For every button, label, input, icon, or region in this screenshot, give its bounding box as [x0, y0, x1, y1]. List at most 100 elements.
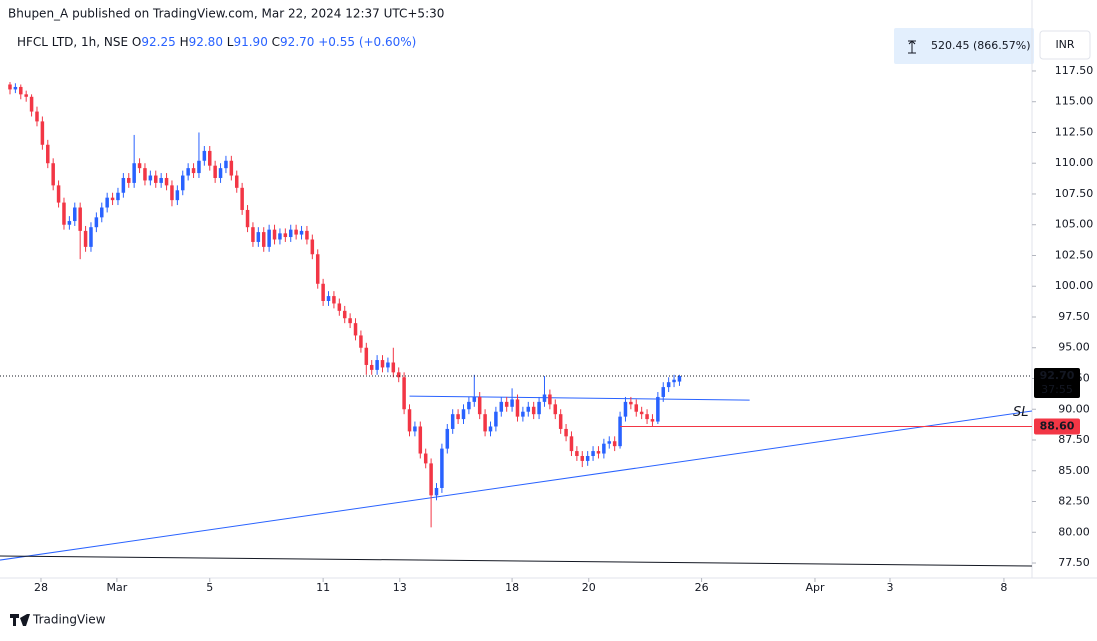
candle-body	[456, 414, 460, 420]
candle-body	[29, 96, 34, 112]
y-tick-label: 115.00	[1055, 95, 1094, 108]
candle-body	[272, 229, 277, 240]
candle-body	[639, 411, 644, 415]
currency-button[interactable]	[1039, 30, 1091, 60]
candle-body	[477, 396, 482, 415]
y-tick-label: 97.50	[1058, 310, 1090, 323]
candle-body	[499, 401, 504, 412]
candle-body	[612, 441, 617, 447]
candle-body	[94, 217, 99, 228]
candle-body	[164, 177, 169, 186]
trend-line	[409, 395, 750, 401]
candle-body	[666, 382, 671, 388]
x-tick-label: 28	[34, 581, 48, 594]
c-label: C	[272, 35, 280, 49]
candle-body	[240, 187, 244, 210]
candle-body	[386, 362, 390, 368]
published-by: Bhupen_A published on TradingView.com, M…	[8, 7, 444, 21]
candle-body	[359, 335, 363, 348]
candle-body	[364, 347, 369, 365]
candle-body	[159, 177, 163, 183]
x-tick-label: 26	[695, 581, 709, 594]
x-tick-label: 20	[582, 581, 596, 594]
y-tick-label: 95.00	[1058, 341, 1090, 354]
candle-body	[73, 207, 77, 222]
candle-body	[564, 428, 568, 437]
change: +0.55 (+0.60%)	[318, 35, 416, 49]
candle-body	[8, 84, 12, 90]
candle-body	[629, 401, 633, 405]
candle-body	[580, 455, 585, 461]
candle-body	[245, 209, 250, 228]
y-tick-label: 82.50	[1058, 495, 1090, 508]
candle-body	[121, 177, 126, 193]
candle-body	[450, 414, 455, 429]
y-tick-label: 105.00	[1055, 218, 1094, 231]
l-label: L	[227, 35, 234, 49]
y-tick-label: 117.50	[1055, 64, 1094, 77]
candle-body	[224, 160, 228, 169]
candle-body	[83, 230, 88, 247]
candle-body	[19, 86, 23, 95]
currency: INR	[1055, 38, 1074, 51]
y-tick-label: 107.50	[1055, 187, 1094, 200]
candle-body	[315, 254, 320, 284]
candle-body	[186, 168, 190, 176]
candle-body	[494, 411, 498, 427]
candle-body	[369, 364, 374, 370]
candle-body	[515, 399, 520, 417]
candle-body	[100, 207, 104, 218]
candle-body	[180, 175, 185, 191]
candle-body	[521, 411, 525, 417]
low: 91.90	[233, 35, 267, 49]
candle-body	[380, 360, 385, 368]
candle-body	[569, 436, 574, 452]
candle-body	[407, 409, 412, 432]
stop-loss-price: 88.60	[1040, 419, 1075, 432]
candle-body	[321, 283, 325, 301]
x-tick-label: 5	[206, 581, 213, 594]
candle-body	[251, 227, 255, 242]
x-tick-label: Apr	[805, 581, 825, 594]
candle-body	[483, 414, 487, 432]
y-tick-label: 110.00	[1055, 156, 1094, 169]
x-tick-label: 8	[1000, 581, 1007, 594]
candle-body	[299, 230, 304, 235]
candle-body	[51, 163, 55, 186]
candle-body	[56, 185, 61, 203]
candle-body	[618, 416, 622, 447]
candle-body	[35, 111, 39, 122]
y-tick-label: 100.00	[1055, 279, 1094, 292]
candle-body	[531, 406, 536, 415]
candle-body	[375, 360, 379, 370]
candle-body	[467, 401, 471, 410]
candle-body	[591, 451, 595, 456]
brand: TradingView	[32, 613, 106, 627]
candle-body	[78, 207, 82, 231]
y-tick-label: 112.50	[1055, 125, 1094, 138]
y-tick-label: 90.00	[1058, 402, 1090, 415]
candle-body	[305, 230, 309, 240]
candle-body	[132, 163, 136, 183]
last-price: 92.70	[1040, 369, 1075, 382]
candle-body	[650, 419, 655, 422]
candle-body	[342, 310, 347, 319]
candle-body	[127, 177, 131, 183]
candle-body	[337, 303, 342, 311]
candle-body	[526, 406, 531, 412]
y-tick-label: 80.00	[1058, 525, 1090, 538]
open: 92.25	[141, 35, 175, 49]
x-tick-label: 18	[505, 581, 519, 594]
candle-body	[645, 414, 649, 420]
candle-body	[504, 401, 509, 407]
candle-body	[656, 396, 660, 422]
y-tick-label: 85.00	[1058, 464, 1090, 477]
candle-body	[423, 453, 428, 464]
candle-body	[67, 221, 72, 225]
measure-box	[894, 28, 1034, 64]
trend-line	[0, 410, 1033, 561]
candle-body	[154, 175, 158, 183]
candle-body	[402, 377, 406, 410]
